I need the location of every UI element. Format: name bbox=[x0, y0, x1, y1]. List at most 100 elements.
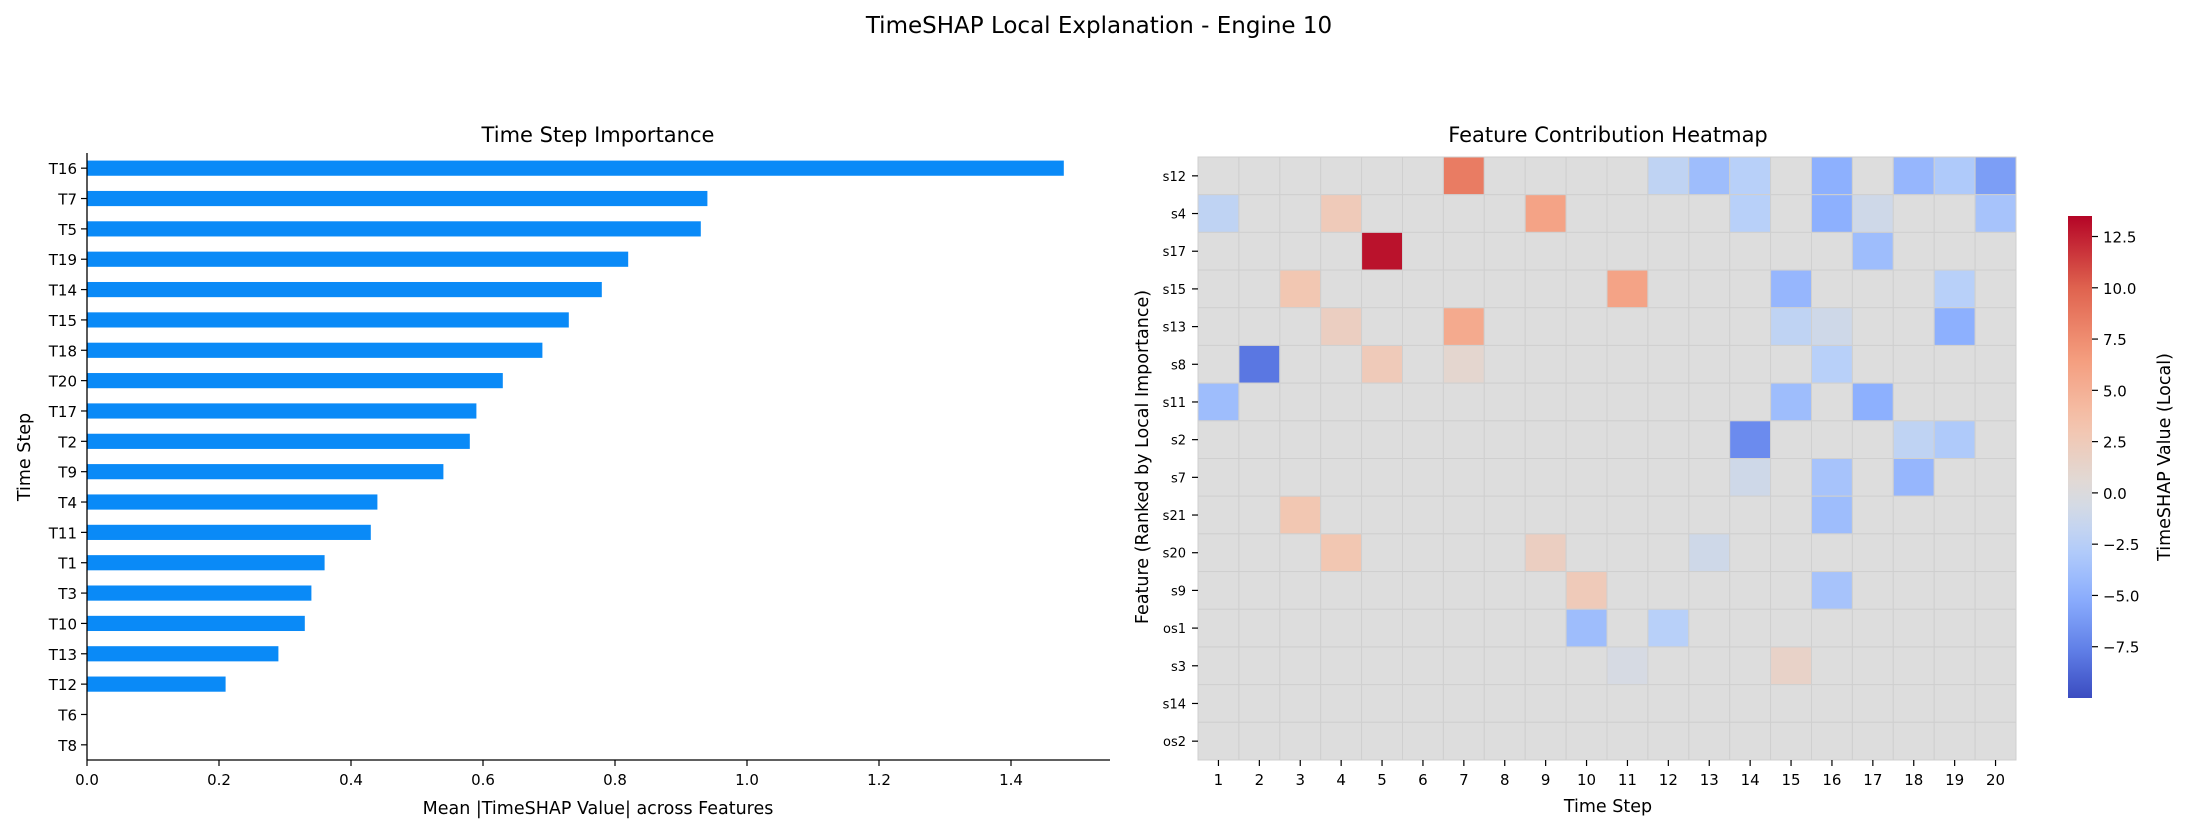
heatmap-cell-s12-9 bbox=[1524, 156, 1567, 196]
colorbar-tick-label: 10.0 bbox=[2103, 280, 2136, 298]
heatmap-cell-s7-14 bbox=[1729, 458, 1772, 497]
heatmap-cell-s2-10 bbox=[1565, 420, 1608, 459]
bar-y-tick-label: T4 bbox=[57, 494, 77, 512]
bar-x-tick-label: 0.0 bbox=[75, 771, 99, 789]
heatmap-cell-s21-4 bbox=[1320, 495, 1363, 535]
heatmap-cell-s21-8 bbox=[1483, 495, 1526, 535]
heatmap-cell-s15-2 bbox=[1238, 269, 1281, 309]
heatmap-cell-s12-12 bbox=[1647, 156, 1690, 196]
bar-x-axis-label: Mean |TimeSHAP Value| across Features bbox=[423, 799, 774, 819]
colorbar-tick-label: 12.5 bbox=[2103, 229, 2136, 247]
bar-T11 bbox=[87, 524, 371, 540]
heatmap-cell-s17-4 bbox=[1320, 231, 1363, 271]
heatmap-cell-s11-17 bbox=[1851, 382, 1894, 422]
heatmap-cell-s3-10 bbox=[1565, 646, 1608, 686]
heatmap-cell-s14-14 bbox=[1729, 684, 1772, 723]
colorbar-tick-label: −2.5 bbox=[2103, 536, 2139, 554]
heatmap-cell-s11-7 bbox=[1442, 382, 1485, 422]
heatmap-cell-s9-20 bbox=[1974, 571, 2017, 610]
heatmap-cell-s13-18 bbox=[1892, 307, 1935, 346]
heatmap-cell-s15-7 bbox=[1442, 269, 1485, 309]
heatmap-cell-s3-17 bbox=[1851, 646, 1894, 686]
bar-y-tick-label: T5 bbox=[57, 221, 77, 239]
heatmap-cell-s13-5 bbox=[1361, 307, 1403, 346]
bar-y-tick-label: T20 bbox=[48, 373, 77, 391]
heatmap-x-tick-label: 20 bbox=[1986, 771, 2005, 789]
heatmap-cell-s13-8 bbox=[1483, 307, 1526, 346]
heatmap-cell-s3-9 bbox=[1524, 646, 1567, 686]
heatmap-y-tick-label: s2 bbox=[1171, 434, 1186, 449]
heatmap-cell-s13-4 bbox=[1320, 307, 1363, 346]
heatmap-cell-s2-11 bbox=[1606, 420, 1649, 459]
heatmap-x-tick-label: 1 bbox=[1214, 771, 1224, 789]
heatmap-cell-s8-12 bbox=[1647, 344, 1690, 384]
heatmap-cell-s15-1 bbox=[1197, 269, 1240, 309]
heatmap-cell-s13-19 bbox=[1933, 307, 1976, 346]
bar-y-tick-label: T3 bbox=[57, 585, 77, 603]
heatmap-cell-s3-7 bbox=[1442, 646, 1485, 686]
bar-T2 bbox=[87, 433, 470, 449]
bar-T19 bbox=[87, 251, 629, 267]
heatmap-cell-s17-20 bbox=[1974, 231, 2017, 271]
heatmap-cell-s17-18 bbox=[1892, 231, 1935, 271]
heatmap-cell-s9-6 bbox=[1402, 571, 1444, 610]
heatmap-cell-s9-18 bbox=[1892, 571, 1935, 610]
heatmap-cell-s3-6 bbox=[1402, 646, 1444, 686]
heatmap-cell-s13-17 bbox=[1851, 307, 1894, 346]
heatmap-cell-s2-6 bbox=[1402, 420, 1444, 459]
heatmap-cell-s7-6 bbox=[1402, 458, 1444, 497]
bar-y-tick-label: T15 bbox=[48, 312, 77, 330]
heatmap-y-tick-label: s20 bbox=[1163, 547, 1186, 562]
bar-y-tick-label: T10 bbox=[48, 615, 77, 633]
heatmap-cell-os2-9 bbox=[1524, 721, 1567, 761]
heatmap-x-tick-label: 7 bbox=[1459, 771, 1469, 789]
heatmap-cell-os2-17 bbox=[1851, 721, 1894, 761]
bar-y-tick-label: T2 bbox=[57, 433, 77, 451]
bar-y-tick-label: T17 bbox=[48, 403, 77, 421]
heatmap-cell-s17-5 bbox=[1361, 231, 1403, 271]
heatmap-cell-s20-15 bbox=[1770, 533, 1812, 573]
bar-T18 bbox=[87, 342, 543, 358]
heatmap-cell-s12-14 bbox=[1729, 156, 1772, 196]
heatmap-cell-s9-5 bbox=[1361, 571, 1403, 610]
heatmap-cell-s9-15 bbox=[1770, 571, 1812, 610]
heatmap-cell-s20-13 bbox=[1688, 533, 1731, 573]
bar-y-tick-label: T7 bbox=[57, 191, 77, 209]
heatmap-cell-s15-19 bbox=[1933, 269, 1976, 309]
bar-y-tick-label: T9 bbox=[57, 464, 77, 482]
colorbar-tick-label: 5.0 bbox=[2103, 382, 2127, 400]
heatmap-cell-s12-16 bbox=[1811, 156, 1853, 196]
heatmap-cell-s3-14 bbox=[1729, 646, 1772, 686]
heatmap-cell-s8-7 bbox=[1442, 344, 1485, 384]
heatmap-y-ticks: s12 s4 s17 s15 s13 s8 s11 s2 s7 s21 s20 s9 os1 s3 s14 o… bbox=[1163, 170, 1198, 750]
heatmap-cell-s11-16 bbox=[1811, 382, 1853, 422]
heatmap-cell-s20-10 bbox=[1565, 533, 1608, 573]
heatmap-cell-os1-6 bbox=[1402, 608, 1444, 648]
heatmap-cell-s15-3 bbox=[1279, 269, 1322, 309]
heatmap-cell-s14-1 bbox=[1197, 684, 1240, 723]
heatmap-cell-s21-5 bbox=[1361, 495, 1403, 535]
heatmap-cell-s14-13 bbox=[1688, 684, 1731, 723]
heatmap-x-tick-label: 4 bbox=[1336, 771, 1346, 789]
heatmap-cell-s20-7 bbox=[1442, 533, 1485, 573]
heatmap-cell-s14-20 bbox=[1974, 684, 2017, 723]
heatmap-cell-s9-16 bbox=[1811, 571, 1853, 610]
heatmap-cell-s20-12 bbox=[1647, 533, 1690, 573]
heatmap-x-axis-label: Time Step bbox=[1563, 797, 1652, 817]
heatmap-cell-s9-19 bbox=[1933, 571, 1976, 610]
heatmap-cell-s3-12 bbox=[1647, 646, 1690, 686]
heatmap-cell-s9-8 bbox=[1483, 571, 1526, 610]
heatmap-cell-s12-15 bbox=[1770, 156, 1812, 196]
heatmap-cell-os2-13 bbox=[1688, 721, 1731, 761]
bar-chart-title: Time Step Importance bbox=[481, 123, 715, 147]
bar-T9 bbox=[87, 464, 444, 480]
heatmap-cell-s20-17 bbox=[1851, 533, 1894, 573]
heatmap-cell-os1-10 bbox=[1565, 608, 1608, 648]
heatmap-cell-s8-20 bbox=[1974, 344, 2017, 384]
heatmap-y-tick-label: s8 bbox=[1171, 358, 1186, 373]
heatmap-cell-s11-1 bbox=[1197, 382, 1240, 422]
heatmap-cell-s21-3 bbox=[1279, 495, 1322, 535]
heatmap-cell-os1-2 bbox=[1238, 608, 1281, 648]
